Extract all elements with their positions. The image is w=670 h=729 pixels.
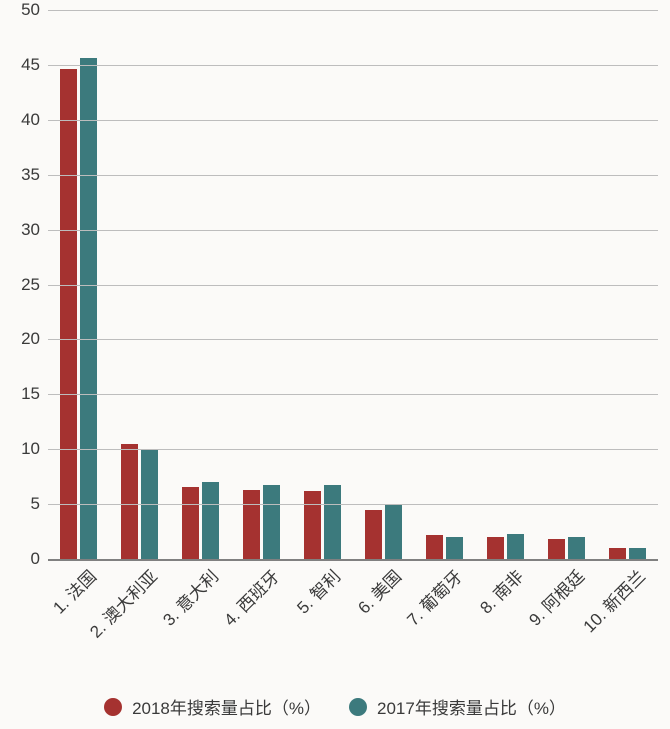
bar-s2018 (182, 487, 199, 559)
gridline (48, 65, 658, 66)
y-tick-label: 45 (21, 55, 48, 75)
legend-swatch (349, 698, 367, 716)
gridline (48, 230, 658, 231)
legend-swatch (104, 698, 122, 716)
y-tick-label: 30 (21, 220, 48, 240)
x-tick-label: 10. 新西兰 (571, 559, 649, 637)
bar-s2017 (263, 485, 280, 559)
y-tick-label: 15 (21, 384, 48, 404)
y-tick-label: 0 (31, 549, 48, 569)
gridline (48, 120, 658, 121)
bar-s2017 (507, 534, 524, 559)
chart-container: 051015202530354045501. 法国2. 澳大利亚3. 意大利4.… (0, 0, 670, 729)
x-tick-label: 5. 智利 (285, 559, 344, 618)
x-tick-label: 7. 葡萄牙 (395, 559, 466, 630)
gridline (48, 285, 658, 286)
x-tick-label: 3. 意大利 (151, 559, 222, 630)
legend-item: 2018年搜索量占比（%） (104, 694, 321, 719)
bar-s2017 (385, 504, 402, 559)
legend-label: 2018年搜索量占比（%） (132, 694, 321, 719)
bar-s2018 (548, 539, 565, 559)
bar-s2018 (60, 69, 77, 559)
y-tick-label: 25 (21, 275, 48, 295)
gridline (48, 339, 658, 340)
legend-item: 2017年搜索量占比（%） (349, 694, 566, 719)
y-tick-label: 50 (21, 0, 48, 20)
bar-s2018 (243, 490, 260, 559)
plot-area: 051015202530354045501. 法国2. 澳大利亚3. 意大利4.… (48, 10, 658, 559)
bar-s2017 (568, 537, 585, 559)
bar-s2018 (121, 444, 138, 559)
gridline (48, 175, 658, 176)
gridline (48, 394, 658, 395)
x-tick-label: 4. 西班牙 (212, 559, 283, 630)
legend: 2018年搜索量占比（%） 2017年搜索量占比（%） (0, 694, 670, 719)
bar-s2017 (446, 537, 463, 559)
y-tick-label: 10 (21, 439, 48, 459)
bar-s2018 (365, 510, 382, 559)
bar-s2017 (629, 548, 646, 559)
y-tick-label: 40 (21, 110, 48, 130)
gridline (48, 449, 658, 450)
bar-s2018 (304, 491, 321, 559)
bar-s2017 (202, 482, 219, 559)
legend-label: 2017年搜索量占比（%） (377, 694, 566, 719)
gridline (48, 504, 658, 505)
bar-s2018 (487, 537, 504, 559)
bar-s2017 (80, 58, 97, 559)
y-tick-label: 35 (21, 165, 48, 185)
bar-s2017 (324, 485, 341, 559)
bar-s2018 (609, 548, 626, 559)
bar-s2018 (426, 535, 443, 559)
y-tick-label: 20 (21, 329, 48, 349)
gridline (48, 10, 658, 11)
y-tick-label: 5 (31, 494, 48, 514)
